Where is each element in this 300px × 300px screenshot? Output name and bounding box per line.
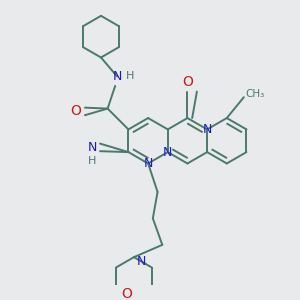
Text: N: N: [143, 157, 153, 170]
Text: CH₃: CH₃: [246, 89, 265, 99]
Text: O: O: [182, 75, 193, 89]
Text: O: O: [121, 287, 132, 300]
Text: H: H: [126, 71, 134, 81]
Text: N: N: [202, 123, 212, 136]
Text: N: N: [137, 255, 146, 268]
Text: H: H: [88, 156, 97, 166]
Text: N: N: [112, 70, 122, 83]
Text: N: N: [163, 146, 172, 159]
Text: O: O: [70, 104, 81, 118]
Text: N: N: [88, 141, 97, 154]
